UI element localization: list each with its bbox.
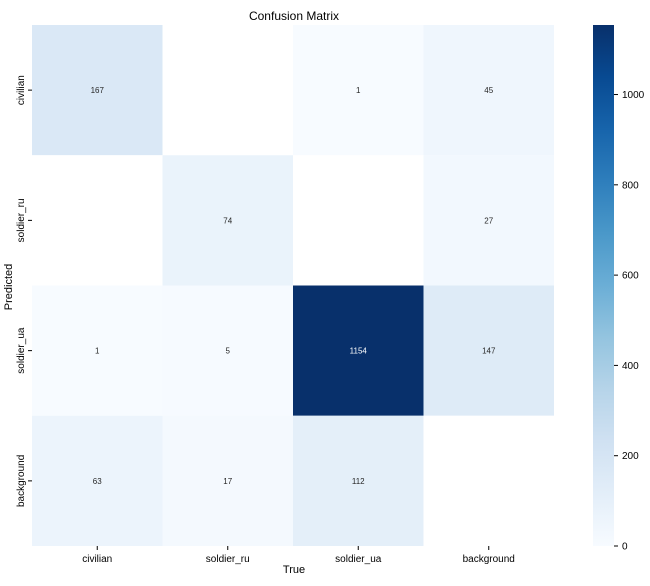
heatmap-cell — [32, 285, 163, 416]
x-tick-label: soldier_ru — [206, 554, 250, 565]
cell-value-label: 1 — [95, 347, 100, 356]
heatmap-cell — [162, 155, 293, 286]
heatmap-cell-labels: 167 1 45 74 27 1 5 1154 147 63 17 112 — [91, 86, 496, 486]
colorbar-tick-label: 200 — [622, 451, 639, 462]
y-axis-title: Predicted — [3, 264, 15, 310]
heatmap-cell — [32, 25, 163, 156]
cell-value-label: 17 — [223, 477, 232, 486]
heatmap-cell — [423, 155, 554, 286]
colorbar-tick-label: 400 — [622, 361, 639, 372]
heatmap-cell — [293, 415, 424, 546]
cell-value-label: 27 — [484, 216, 493, 225]
cell-value-label: 45 — [484, 86, 493, 95]
heatmap-cell-empty — [32, 155, 163, 286]
x-tick-label: background — [463, 554, 515, 565]
colorbar-tick-label: 1000 — [622, 90, 645, 101]
cell-value-label: 167 — [91, 86, 105, 95]
x-axis-ticks: civilian soldier_ru soldier_ua background — [82, 546, 515, 565]
heatmap-cell — [293, 285, 424, 416]
cell-value-label: 1154 — [350, 347, 368, 356]
heatmap-cell — [423, 285, 554, 416]
x-tick-label: civilian — [82, 554, 112, 565]
y-axis-ticks: civilian soldier_ru soldier_ua background — [16, 75, 32, 507]
y-tick-label: soldier_ua — [16, 327, 27, 374]
heatmap-cell-empty — [423, 415, 554, 546]
heatmap-cell — [32, 415, 163, 546]
heatmap-cell — [293, 25, 424, 156]
colorbar-tick-label: 0 — [622, 542, 628, 553]
heatmap-cell — [162, 415, 293, 546]
y-tick-label: soldier_ru — [16, 198, 27, 242]
cell-value-label: 5 — [226, 347, 231, 356]
colorbar — [593, 25, 614, 546]
cell-value-label: 112 — [352, 477, 365, 486]
heatmap-cell — [162, 285, 293, 416]
cell-value-label: 1 — [356, 86, 361, 95]
heatmap-cell — [423, 25, 554, 156]
chart-title: Confusion Matrix — [249, 9, 339, 23]
colorbar-ticks: 0 200 400 600 800 1000 — [614, 90, 645, 553]
y-tick-label: civilian — [16, 75, 27, 105]
colorbar-tick-label: 600 — [622, 271, 639, 282]
cell-value-label: 147 — [482, 347, 496, 356]
cell-value-label: 63 — [93, 477, 102, 486]
x-tick-label: soldier_ua — [335, 554, 382, 565]
cell-value-label: 74 — [223, 216, 232, 225]
heatmap-cell-empty — [293, 155, 424, 286]
heatmap-cells — [32, 25, 554, 546]
x-axis-title: True — [283, 564, 305, 576]
colorbar-tick-label: 800 — [622, 180, 639, 191]
heatmap-cell-empty — [162, 25, 293, 156]
y-tick-label: background — [16, 455, 27, 507]
